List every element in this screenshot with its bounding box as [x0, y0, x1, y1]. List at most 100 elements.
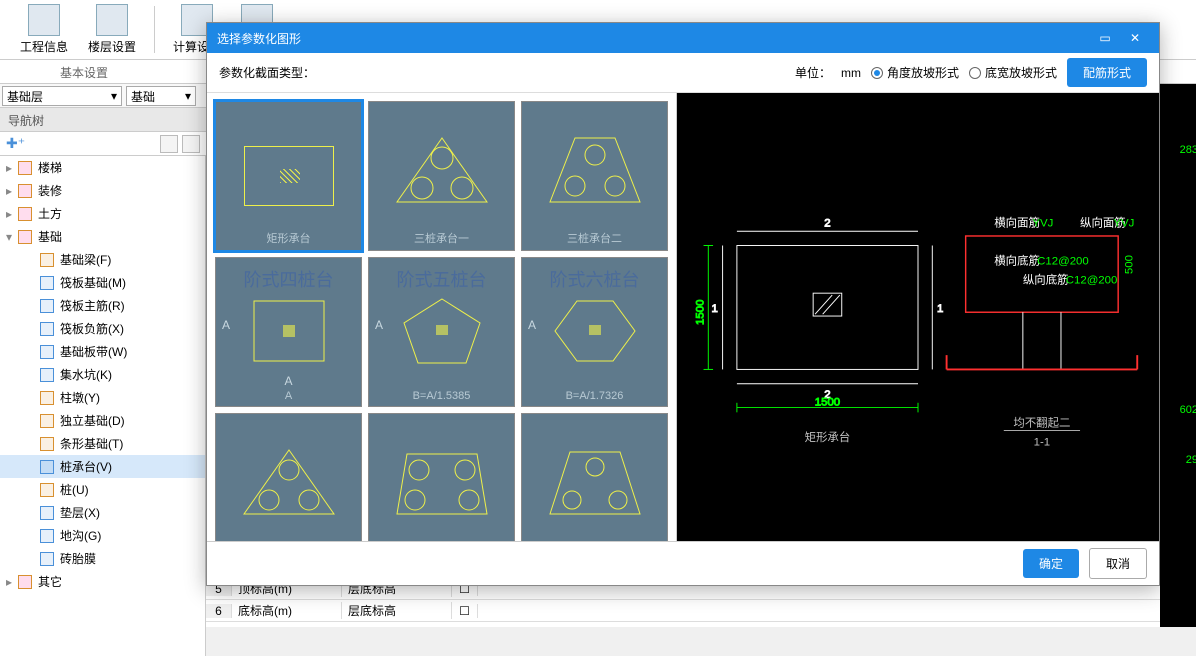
component-icon — [40, 276, 54, 290]
tree-label: 基础 — [38, 228, 62, 245]
folder-icon — [18, 161, 32, 175]
shape-thumbnail[interactable]: 不等边承台二 — [368, 413, 515, 541]
tree-item-label: 筏板主筋(R) — [60, 297, 125, 314]
thumb-title: 阶式四桩台 — [244, 266, 334, 292]
component-icon — [40, 345, 54, 359]
ribbon-project-info[interactable]: 工程信息 — [10, 0, 78, 59]
dialog-toolbar: 参数化截面类型： 单位： mm 角度放坡形式 底宽放坡形式 配筋形式 — [207, 53, 1159, 93]
add-icon[interactable]: ✚⁺ — [6, 135, 25, 152]
tree-item[interactable]: 独立基础(D) — [0, 409, 205, 432]
thumb-title: 阶式六桩台 — [550, 266, 640, 292]
tree-group[interactable]: ▸ 其它 — [0, 570, 205, 593]
tree-item[interactable]: 筏板基础(M) — [0, 271, 205, 294]
tree-item-label: 筏板基础(M) — [60, 274, 126, 291]
dialog-titlebar: 选择参数化图形 ▭ ✕ — [207, 23, 1159, 53]
thumb-shape — [387, 442, 497, 535]
tree-toggle-icon: ▸ — [6, 207, 18, 221]
cancel-button[interactable]: 取消 — [1089, 548, 1147, 579]
svg-text:YVJ: YVJ — [1032, 217, 1053, 229]
tree-label: 楼梯 — [38, 159, 62, 176]
shape-thumbnail[interactable]: 三桩承台二 — [521, 101, 668, 251]
tree-item-label: 条形基础(T) — [60, 435, 123, 452]
dialog-body: 矩形承台三桩承台一三桩承台二阶式四桩台AAA阶式五桩台B=A/1.5385A阶式… — [207, 93, 1159, 541]
thumb-shape — [234, 442, 344, 535]
shape-thumbnail[interactable]: 阶式五桩台B=A/1.5385A — [368, 257, 515, 407]
tree-item[interactable]: 桩承台(V) — [0, 455, 205, 478]
tree-group[interactable]: ▾基础 — [0, 225, 205, 248]
shape-thumbnail[interactable]: 不等边承台三 — [521, 413, 668, 541]
thumb-shape — [540, 442, 650, 535]
thumbnail-panel: 矩形承台三桩承台一三桩承台二阶式四桩台AAA阶式五桩台B=A/1.5385A阶式… — [207, 93, 677, 541]
tree-item[interactable]: 筏板主筋(R) — [0, 294, 205, 317]
tree-item-label: 地沟(G) — [60, 527, 101, 544]
shape-thumbnail[interactable]: 阶式四桩台AAA — [215, 257, 362, 407]
shape-thumbnail[interactable]: 矩形承台 — [215, 101, 362, 251]
dialog-footer: 确定 取消 — [207, 541, 1159, 585]
component-icon — [40, 483, 54, 497]
tree-group[interactable]: ▸ 楼梯 — [0, 156, 205, 179]
tree-label: 装修 — [38, 182, 62, 199]
rebar-config-button[interactable]: 配筋形式 — [1067, 58, 1147, 87]
ribbon-floor-settings[interactable]: 楼层设置 — [78, 0, 146, 59]
thumb-formula: A — [285, 390, 292, 402]
thumb-formula: B=A/1.7326 — [566, 390, 624, 402]
component-icon — [40, 529, 54, 543]
tree-item-label: 柱墩(Y) — [60, 389, 100, 406]
row-num: 6 — [206, 604, 232, 618]
radio-icon — [871, 67, 883, 79]
cad-dim: 283 — [1180, 144, 1196, 156]
cad-dim: 29 — [1186, 454, 1196, 466]
layer-select[interactable]: 基础层▾ — [2, 86, 122, 106]
tree-item[interactable]: 基础梁(F) — [0, 248, 205, 271]
ok-button[interactable]: 确定 — [1023, 549, 1079, 578]
close-button[interactable]: ✕ — [1121, 26, 1149, 50]
tree-toggle-icon: ▸ — [6, 161, 18, 175]
tree-label: 土方 — [38, 205, 62, 222]
tree-item[interactable]: 集水坑(K) — [0, 363, 205, 386]
minimize-button[interactable]: ▭ — [1091, 26, 1119, 50]
prop-value[interactable]: 层底标高 — [342, 602, 452, 619]
thumb-formula: B=A/1.5385 — [413, 390, 471, 402]
tree-toggle-icon: ▸ — [6, 575, 18, 589]
tree-item[interactable]: 条形基础(T) — [0, 432, 205, 455]
left-column: 基础层▾ 基础▾ 导航树 ✚⁺ ▸楼梯▸装修▸土方▾基础基础梁(F)筏板基础(M… — [0, 84, 206, 656]
thumb-shape — [387, 130, 497, 223]
radio-angle-slope[interactable]: 角度放坡形式 — [871, 64, 959, 81]
tree-item-label: 桩承台(V) — [60, 458, 112, 475]
svg-text:YVJ: YVJ — [1113, 217, 1134, 229]
radio-icon — [969, 67, 981, 79]
component-icon — [40, 506, 54, 520]
category-select[interactable]: 基础▾ — [126, 86, 196, 106]
chevron-down-icon: ▾ — [185, 89, 191, 103]
tree-group[interactable]: ▸装修 — [0, 179, 205, 202]
nav-tool-grid-icon[interactable] — [182, 135, 200, 153]
shape-thumbnail[interactable]: 三桩承台一 — [368, 101, 515, 251]
radio-width-slope[interactable]: 底宽放坡形式 — [969, 64, 1057, 81]
tree-item[interactable]: 基础板带(W) — [0, 340, 205, 363]
thumb-shape — [545, 291, 645, 374]
prop-checkbox[interactable]: ☐ — [452, 604, 478, 618]
shape-thumbnail[interactable]: 阶式六桩台B=A/1.7326A — [521, 257, 668, 407]
thumbnail-grid: 矩形承台三桩承台一三桩承台二阶式四桩台AAA阶式五桩台B=A/1.5385A阶式… — [215, 101, 668, 541]
tree-item[interactable]: 垫层(X) — [0, 501, 205, 524]
tree-label: 其它 — [38, 573, 62, 590]
shape-thumbnail[interactable]: 不等边承台一 — [215, 413, 362, 541]
tree-item[interactable]: 地沟(G) — [0, 524, 205, 547]
nav-tool-list-icon[interactable] — [160, 135, 178, 153]
svg-text:2: 2 — [824, 217, 830, 229]
svg-text:500: 500 — [1123, 255, 1135, 274]
cad-dim: 602 — [1180, 404, 1196, 416]
tree-item[interactable]: 桩(U) — [0, 478, 205, 501]
tree-item[interactable]: 筏板负筋(X) — [0, 317, 205, 340]
folder-icon — [18, 575, 32, 589]
tree-group[interactable]: ▸ 土方 — [0, 202, 205, 225]
component-icon — [40, 437, 54, 451]
svg-text:1-1: 1-1 — [1034, 437, 1051, 449]
project-info-icon — [28, 4, 60, 36]
parametric-shape-dialog: 选择参数化图形 ▭ ✕ 参数化截面类型： 单位： mm 角度放坡形式 底宽放坡形… — [206, 22, 1160, 586]
tree-item[interactable]: 砖胎膜 — [0, 547, 205, 570]
ribbon-label: 楼层设置 — [88, 38, 136, 55]
tree-item[interactable]: 柱墩(Y) — [0, 386, 205, 409]
component-icon — [40, 299, 54, 313]
tree-item-label: 基础板带(W) — [60, 343, 127, 360]
